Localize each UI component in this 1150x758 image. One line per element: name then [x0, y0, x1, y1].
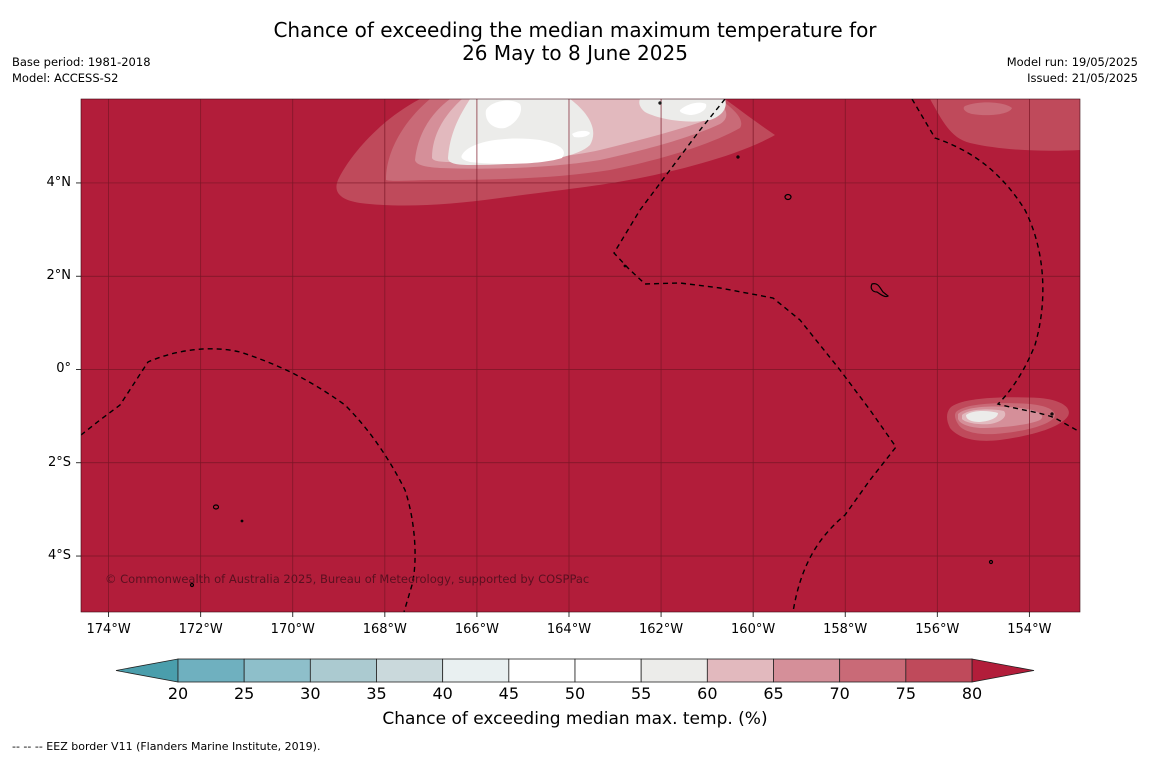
island-kiritimati [870, 283, 890, 298]
info-right: Model run: 19/05/2025 Issued: 21/05/2025 [1007, 54, 1138, 86]
eez-footnote: -- -- -- EEZ border V11 (Flanders Marine… [12, 740, 321, 753]
model-name: Model: ACCESS-S2 [12, 71, 119, 85]
lat-tick-label: 4°N [46, 174, 72, 190]
axis-ticks [76, 182, 1030, 617]
eez-borders [81, 99, 1080, 612]
eez-border-central [613, 99, 897, 612]
lon-tick-label: 162°W [638, 622, 684, 637]
base-period: Base period: 1981-2018 [12, 55, 151, 69]
colorbar-tick-label: 80 [961, 684, 983, 703]
map-plot-area: © Commonwealth of Australia 2025, Bureau… [81, 99, 1080, 612]
island [240, 519, 244, 523]
map-frame [80, 98, 1081, 613]
colorbar-tick-label: 75 [895, 684, 916, 703]
north-anomaly [336, 99, 775, 206]
contour-70-75-ne [963, 102, 1012, 116]
colorbar-tick-label: 70 [829, 684, 850, 703]
island [623, 264, 627, 268]
eez-border-west [81, 348, 416, 612]
info-left: Base period: 1981-2018 Model: ACCESS-S2 [12, 54, 151, 86]
colorbar-tick-label: 45 [498, 684, 519, 703]
lon-tick-label: 156°W [915, 622, 960, 637]
island [658, 101, 662, 105]
colorbar-bin [773, 658, 841, 683]
colorbar-over-arrow [971, 658, 1035, 683]
lat-tick-label: 2°S [47, 454, 71, 470]
colorbar-bin [574, 658, 642, 683]
colorbar-bins [177, 658, 973, 683]
lon-tick-label: 168°W [362, 622, 407, 637]
colorbar-tick-label: 30 [300, 684, 321, 703]
title-line-1: Chance of exceeding the median maximum t… [273, 18, 877, 42]
island [784, 193, 792, 201]
colorbar-bin [640, 658, 708, 683]
island [1050, 412, 1054, 416]
colorbar-bin [177, 658, 245, 683]
title-line-2: 26 May to 8 June 2025 [462, 41, 688, 65]
island [988, 559, 994, 565]
colorbar-tick-label: 40 [432, 684, 453, 703]
colorbar-tick-label: 25 [233, 684, 255, 703]
colorbar-tick-label: 20 [167, 684, 189, 703]
lat-tick-label: 0° [56, 361, 71, 377]
colorbar-bin [905, 658, 973, 683]
colorbar-tick-label: 55 [630, 684, 652, 703]
lon-tick-label: 166°W [454, 622, 499, 637]
lon-tick-label: 174°W [86, 622, 131, 637]
lon-tick-label: 158°W [823, 622, 868, 637]
contour-50-55-a [461, 138, 564, 164]
contour-55-60-e [966, 410, 998, 422]
colorbar-tick-label: 65 [763, 684, 784, 703]
lon-tick-label: 164°W [546, 622, 592, 637]
lat-tick-label: 2°N [46, 268, 72, 284]
model-run: Model run: 19/05/2025 [1006, 55, 1138, 69]
island [189, 582, 195, 588]
colorbar-under-arrow [115, 658, 179, 683]
lon-tick-label: 160°W [731, 622, 776, 637]
island [736, 155, 740, 159]
colorbar-bin [706, 658, 774, 683]
island [212, 504, 220, 510]
issued-date: Issued: 21/05/2025 [1027, 71, 1138, 85]
contour-50-55-b [485, 100, 522, 129]
colorbar-bin [508, 658, 576, 683]
colorbar-bin [309, 658, 377, 683]
colorbar-tick-label: 60 [697, 684, 718, 703]
contour-50-55-d [572, 130, 590, 138]
lon-tick-label: 154°W [1007, 622, 1052, 637]
copyright-text: © Commonwealth of Australia 2025, Bureau… [105, 572, 589, 586]
map-grid [81, 99, 1080, 612]
colorbar-tick-label: 50 [564, 684, 586, 703]
colorbar-bin [376, 658, 444, 683]
lon-tick-label: 170°W [270, 622, 315, 637]
lat-tick-label: 4°S [47, 548, 71, 564]
contour-50-55-c [679, 102, 707, 115]
colorbar-tick-label: 35 [366, 684, 387, 703]
colorbar-bin [243, 658, 311, 683]
colorbar-bin [442, 658, 510, 683]
colorbar-bin [839, 658, 907, 683]
colorbar-title: Chance of exceeding median max. temp. (%… [382, 709, 768, 729]
lon-tick-label: 172°W [178, 622, 223, 637]
eez-border-east [911, 99, 1080, 433]
islands [189, 101, 1054, 588]
colorbar [115, 658, 1035, 683]
east-anomaly [947, 397, 1069, 441]
northeast-anomaly [930, 99, 1080, 151]
map-title: Chance of exceeding the median maximum t… [0, 19, 1150, 65]
